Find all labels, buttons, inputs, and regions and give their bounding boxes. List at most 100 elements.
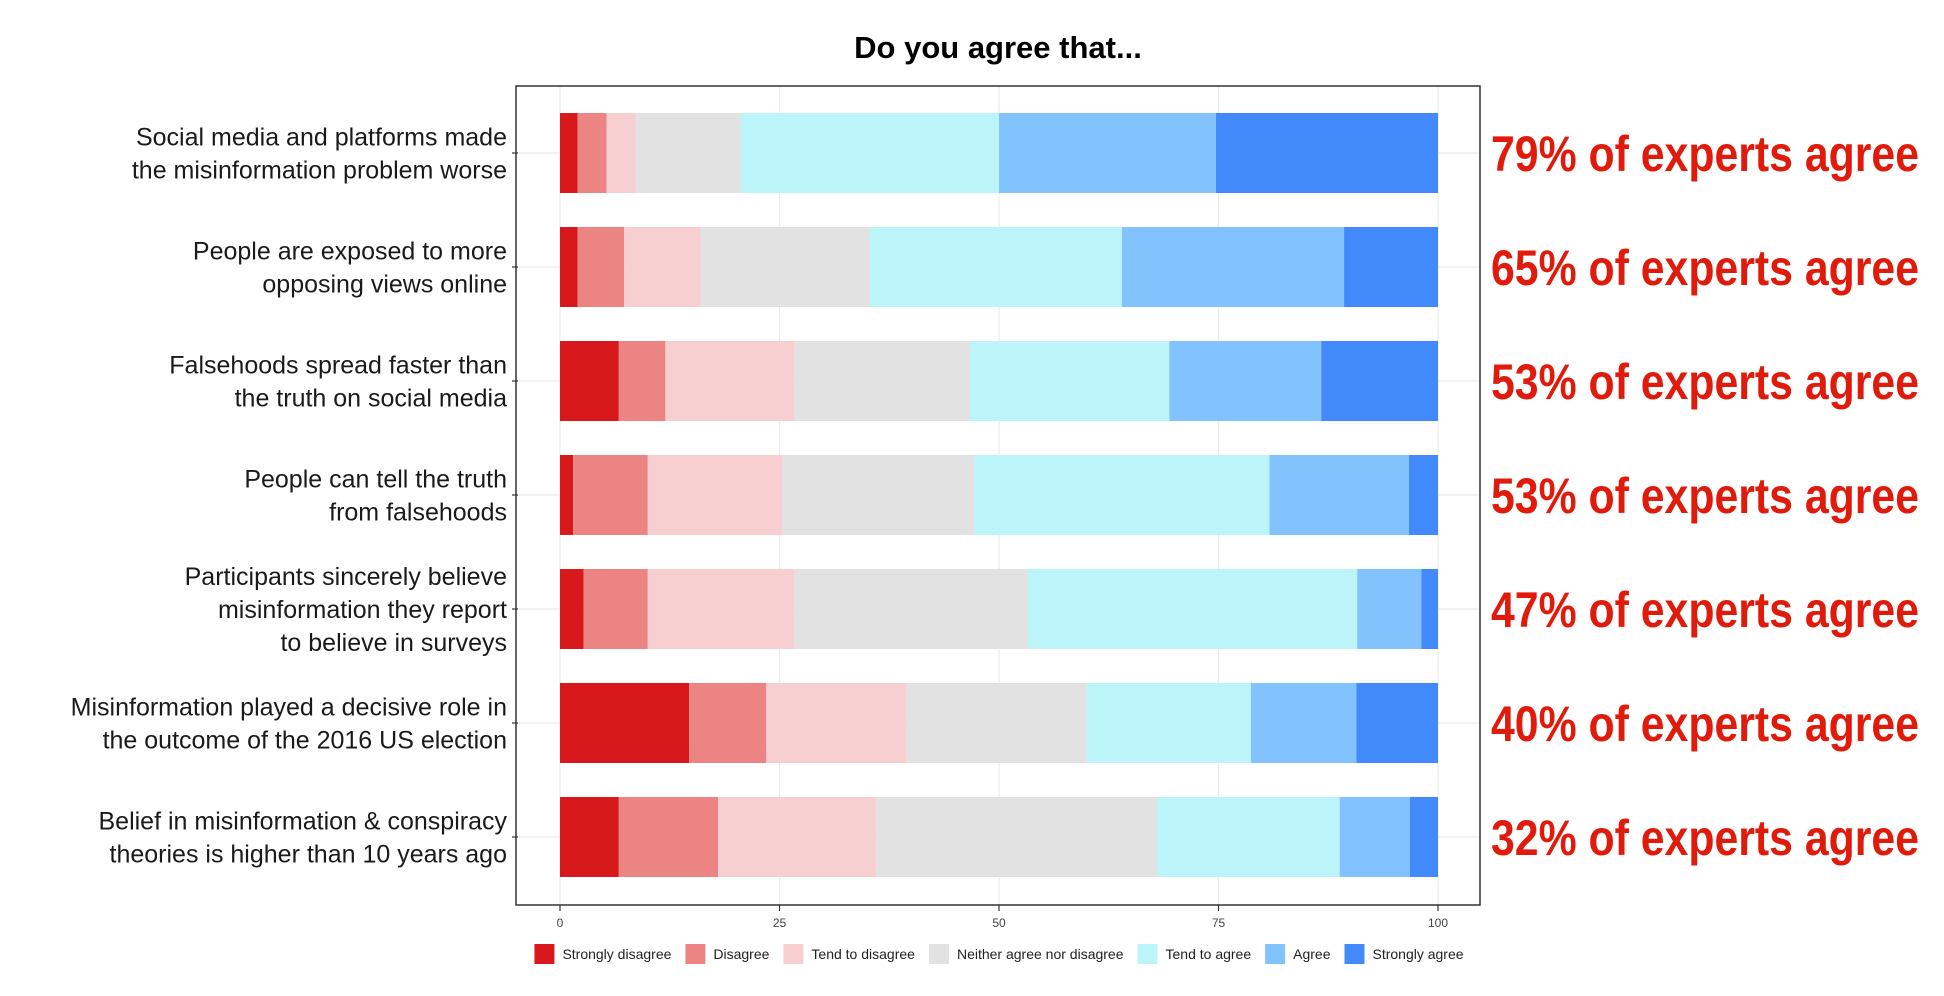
category-label-5: Misinformation played a decisive role in… [71,694,507,755]
bar-segment-4-1 [583,569,648,649]
category-label-line: from falsehoods [329,499,507,527]
bar-segment-1-3 [700,227,870,307]
annotation-5: 40% of experts agree [1491,696,1919,752]
bar-segment-6-4 [1157,797,1340,877]
bar-segment-4-5 [1357,569,1422,649]
legend-item-6: Strongly agree [1344,944,1464,964]
legend-item-5: Agree [1265,944,1331,964]
bar-segment-0-3 [635,113,741,193]
legend-key [534,944,555,964]
bar-segment-0-6 [1215,113,1438,193]
bar-segment-6-0 [560,797,619,877]
x-tick-label-0: 0 [557,916,564,930]
legend: Strongly disagree Disagree Tend to disagre… [534,944,1464,964]
bar-segment-2-4 [970,341,1170,421]
bar-segment-6-3 [876,797,1158,877]
legend-label: Tend to disagree [811,946,915,962]
legend-item-0: Strongly disagree [534,944,672,964]
bar-segment-2-2 [665,341,795,421]
bar-segment-1-6 [1344,227,1438,307]
category-label-1: People are exposed to more opposing views… [193,238,507,299]
bar-segment-0-2 [606,113,636,193]
bar-segment-5-5 [1250,683,1357,763]
category-label-line: Misinformation played a decisive role in [71,694,507,722]
category-label-line: Belief in misinformation & conspiracy [99,808,508,836]
category-label-line: opposing views online [262,271,507,299]
legend-label: Strongly disagree [562,946,671,962]
bar-segment-1-1 [577,227,625,307]
category-label-line: People are exposed to more [193,238,507,266]
category-label-line: to believe in surveys [280,629,507,657]
bar-segment-6-5 [1339,797,1410,877]
bars [560,113,1438,877]
bar-segment-5-1 [689,683,767,763]
category-label-3: People can tell the truth from falsehoods [244,466,507,527]
category-label-line: theories is higher than 10 years ago [110,841,507,869]
bar-segment-1-4 [869,227,1122,307]
x-tick-label-4: 100 [1428,916,1448,930]
legend-item-4: Tend to agree [1137,944,1251,964]
category-label-line: Social media and platforms made [136,124,507,152]
legend-label: Disagree [713,946,769,962]
bar-segment-5-2 [766,683,907,763]
bar-segment-5-0 [560,683,690,763]
annotation-6: 32% of experts agree [1491,810,1919,866]
bar-segment-6-6 [1409,797,1438,877]
category-label-6: Belief in misinformation & conspiracy the… [99,808,508,869]
category-label-4: Participants sincerely believe misinforma… [185,563,507,657]
bar-segment-3-6 [1409,455,1438,535]
bar-segment-0-4 [740,113,999,193]
bar-segment-3-4 [974,455,1270,535]
bar-segment-4-2 [647,569,795,649]
annotation-3: 53% of experts agree [1491,468,1919,524]
bar-segment-4-4 [1027,569,1358,649]
bar-segment-5-4 [1086,683,1251,763]
bar-segment-0-5 [999,113,1216,193]
bar-segment-3-0 [560,455,574,535]
legend-label: Neither agree nor disagree [957,946,1124,962]
category-label-line: misinformation they report [218,596,507,624]
chart-title: Do you agree that... [854,30,1142,65]
category-label-line: the outcome of the 2016 US election [103,727,507,755]
bar-segment-6-2 [718,797,877,877]
bar-segment-1-0 [560,227,578,307]
annotations: 79% of experts agree 65% of experts agree… [1491,126,1919,866]
bar-segment-2-5 [1169,341,1322,421]
category-labels: Social media and platforms made the misin… [71,124,518,869]
bar-segment-5-3 [906,683,1087,763]
bar-segment-6-1 [618,797,719,877]
x-tick-label-3: 75 [1212,916,1226,930]
annotation-4: 47% of experts agree [1491,582,1919,638]
legend-key [1265,944,1286,964]
x-tick-label-2: 50 [992,916,1006,930]
legend-label: Strongly agree [1372,946,1463,962]
bar-segment-1-2 [624,227,701,307]
bar-segment-2-3 [794,341,971,421]
legend-item-1: Disagree [685,944,770,964]
legend-key [685,944,706,964]
bar-segment-4-6 [1421,569,1438,649]
legend-key [783,944,804,964]
x-tick-label-1: 25 [773,916,787,930]
bar-segment-3-2 [647,455,783,535]
category-label-line: the truth on social media [235,385,507,413]
legend-key [928,944,949,964]
category-label-line: People can tell the truth [244,466,507,494]
x-axis-ticks: 0 25 50 75 100 [557,905,1448,930]
bar-segment-5-6 [1356,683,1438,763]
annotation-2: 53% of experts agree [1491,354,1919,410]
legend-key [1137,944,1158,964]
bar-segment-4-0 [560,569,584,649]
annotation-1: 65% of experts agree [1491,240,1919,296]
bar-segment-3-5 [1269,455,1410,535]
category-label-line: Participants sincerely believe [185,563,507,591]
bar-segment-2-6 [1321,341,1438,421]
bar-segment-2-0 [560,341,619,421]
bar-segment-3-3 [782,455,975,535]
bar-segment-0-1 [577,113,607,193]
legend-item-3: Neither agree nor disagree [928,944,1124,964]
category-label-2: Falsehoods spread faster than the truth o… [169,352,507,413]
category-label-0: Social media and platforms made the misin… [132,124,507,185]
annotation-0: 79% of experts agree [1491,126,1919,182]
